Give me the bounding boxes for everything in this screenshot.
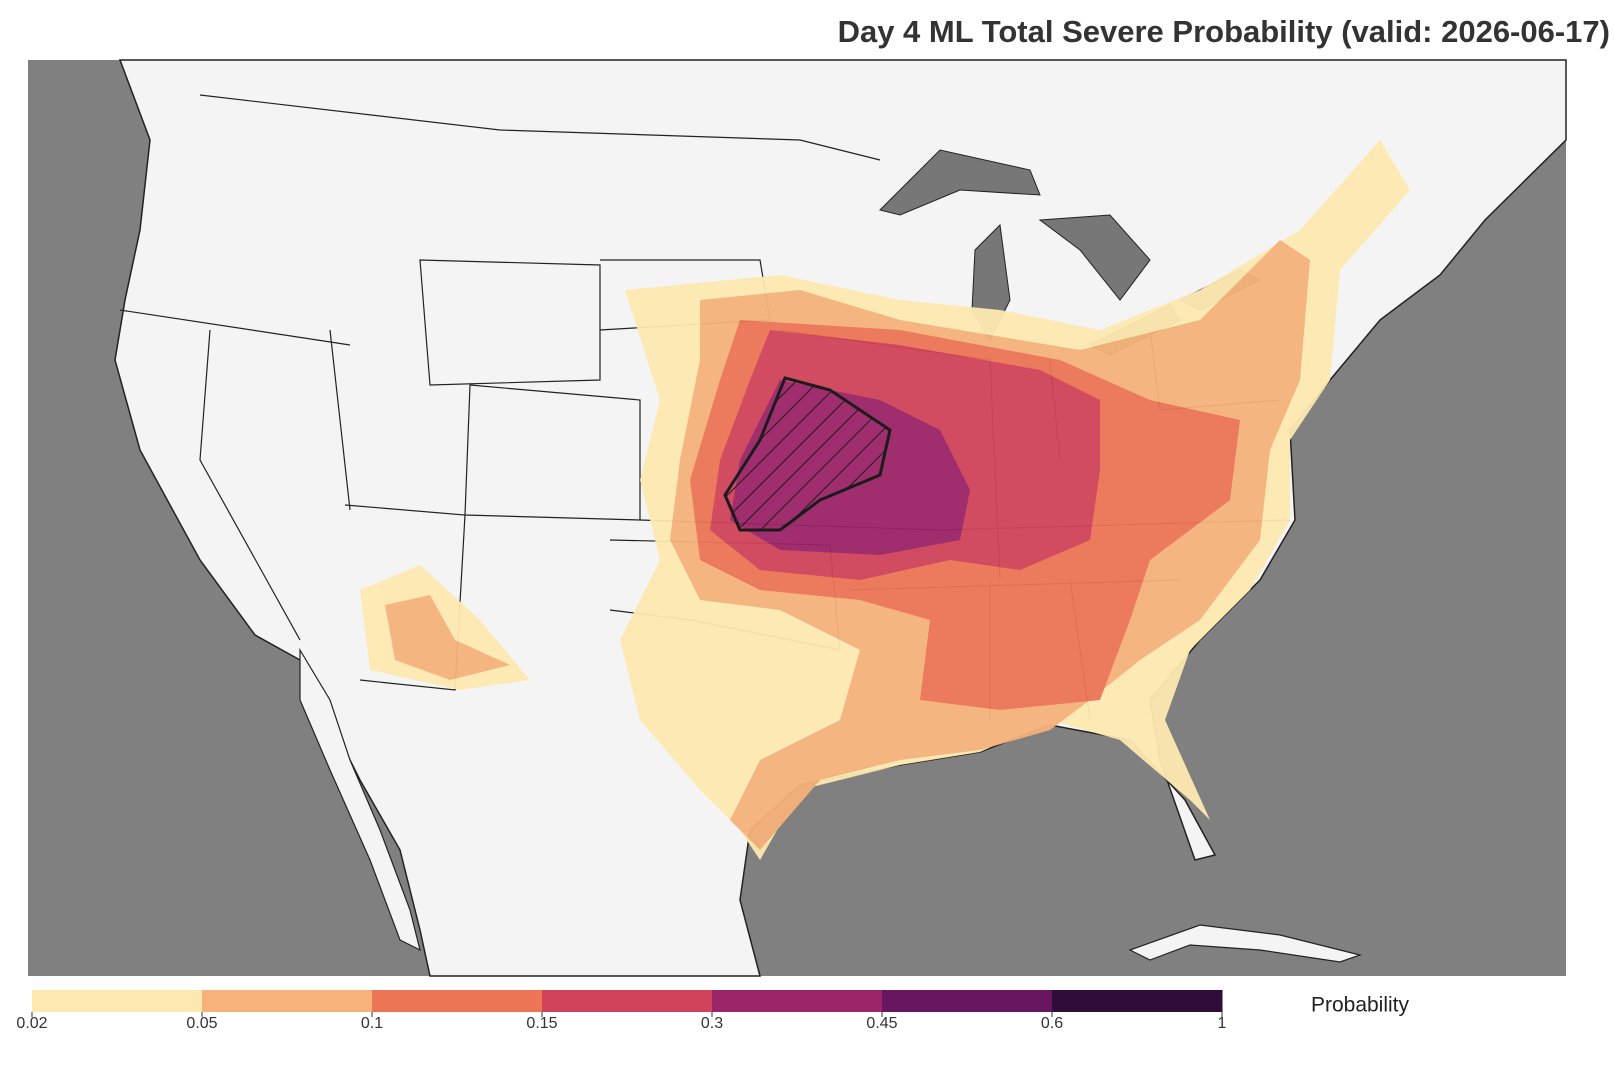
colorbar-segment (372, 990, 543, 1012)
colorbar-tick-label: 0.6 (1041, 1015, 1063, 1032)
colorbar-tick-label: 0.3 (701, 1015, 723, 1032)
significant-severe-area (723, 376, 892, 532)
baja (299, 647, 421, 952)
colorbar-label: Probability (1311, 994, 1410, 1017)
colorbar-segment (1052, 990, 1223, 1012)
cuba (1128, 924, 1363, 963)
colorbar: 0.02 0.05 0.1 0.15 0.3 0.45 0.6 1 (16, 990, 1227, 1032)
colorbar-tick-label: 0.05 (186, 1015, 217, 1032)
colorbar-tick-label: 1 (1218, 1015, 1227, 1032)
colorbar-segment (202, 990, 373, 1012)
map-title: Day 4 ML Total Severe Probability (valid… (838, 14, 1610, 49)
map (28, 59, 1567, 977)
colorbar-segment (32, 990, 203, 1012)
colorbar-segment (712, 990, 883, 1012)
colorbar-segment (882, 990, 1053, 1012)
colorbar-segment (542, 990, 713, 1012)
contour (385, 595, 510, 680)
colorbar-tick-label: 0.1 (361, 1015, 383, 1032)
colorbar-tick-label: 0.02 (16, 1015, 47, 1032)
colorbar-tick-label: 0.45 (866, 1015, 897, 1032)
colorbar-tick-label: 0.15 (526, 1015, 557, 1032)
probability-contours (360, 140, 1410, 860)
